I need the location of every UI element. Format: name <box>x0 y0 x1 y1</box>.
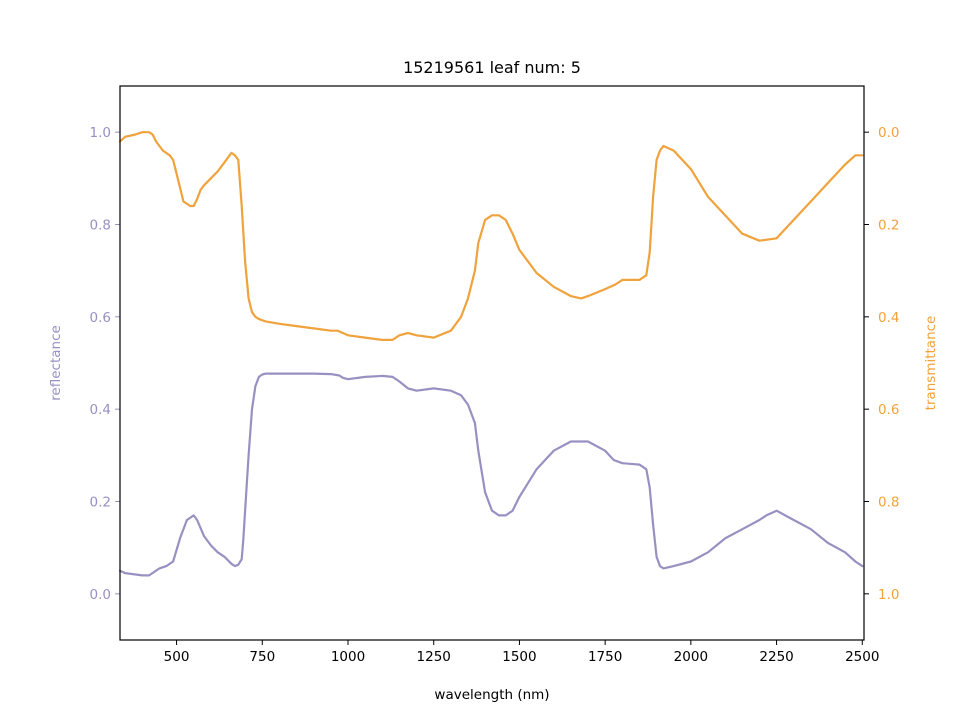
right-tick-label: 0.2 <box>878 218 899 234</box>
right-tick-label: 0.4 <box>878 310 899 326</box>
left-axis-ticks: 0.0 0.2 0.4 0.6 0.8 1.0 <box>90 125 120 603</box>
x-tick-label: 1000 <box>331 649 365 665</box>
right-tick-label: 0.6 <box>878 402 899 418</box>
plot-frame <box>119 85 865 641</box>
left-tick-label: 0.8 <box>90 218 111 234</box>
x-tick-label: 1250 <box>417 649 451 665</box>
x-axis-ticks: 500 750 1000 1250 1500 1750 2000 2250 2500 <box>164 640 879 665</box>
x-axis-label: wavelength (nm) <box>434 687 549 703</box>
x-tick-label: 2000 <box>674 649 708 665</box>
x-tick-label: 2250 <box>759 649 793 665</box>
right-axis-ticks: 0.0 0.2 0.4 0.6 0.8 1.0 <box>864 125 899 603</box>
left-tick-label: 0.6 <box>90 310 111 326</box>
left-axis-label: reflectance <box>48 325 64 401</box>
right-tick-label: 0.8 <box>878 495 899 511</box>
x-tick-label: 1500 <box>502 649 536 665</box>
transmittance-line <box>118 131 864 341</box>
x-tick-label: 500 <box>164 649 190 665</box>
chart-title: 15219561 leaf num: 5 <box>403 58 581 77</box>
right-tick-label: 0.0 <box>878 125 899 141</box>
left-tick-label: 0.0 <box>90 587 111 603</box>
x-tick-label: 1750 <box>588 649 622 665</box>
x-tick-label: 750 <box>249 649 275 665</box>
right-tick-label: 1.0 <box>878 587 899 603</box>
left-tick-label: 1.0 <box>90 125 111 141</box>
reflectance-line <box>118 372 864 577</box>
x-tick-label: 2500 <box>845 649 879 665</box>
left-tick-label: 0.4 <box>90 402 111 418</box>
right-axis-label: transmittance <box>923 316 939 411</box>
left-tick-label: 0.2 <box>90 495 111 511</box>
plot-area <box>118 131 864 577</box>
